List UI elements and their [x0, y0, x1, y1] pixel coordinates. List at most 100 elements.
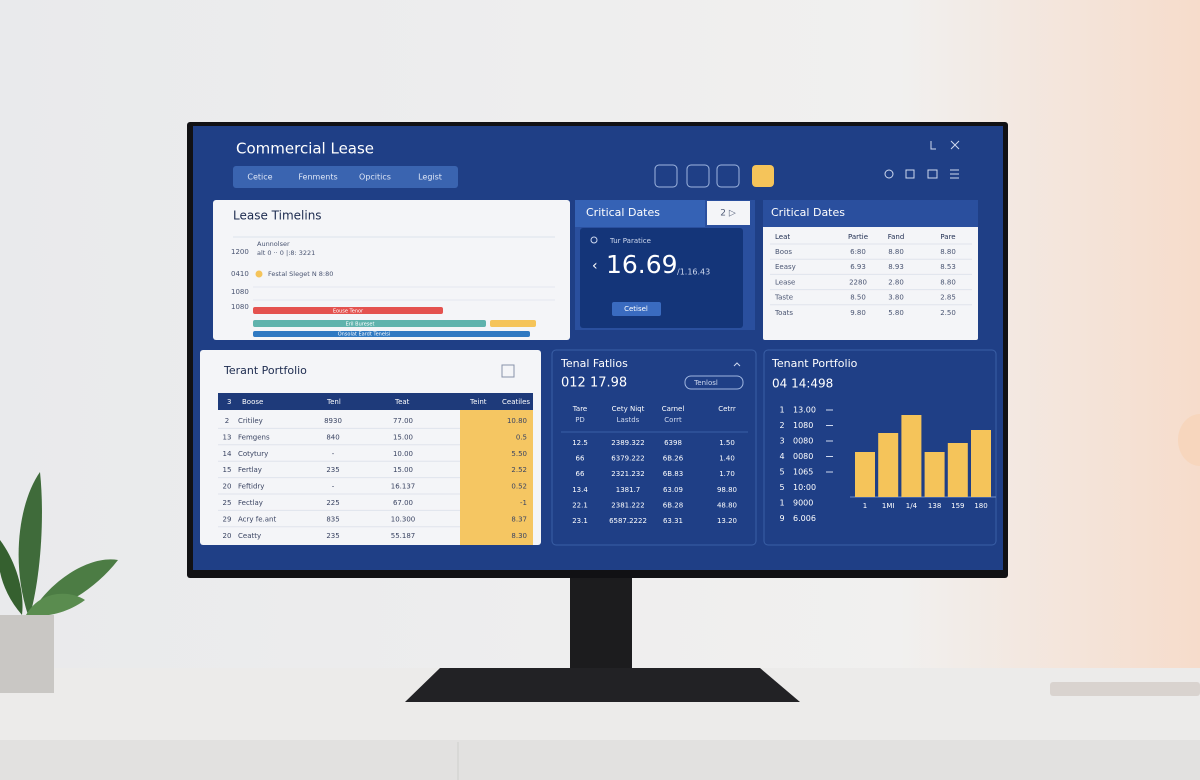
list-index: 1: [779, 499, 784, 508]
table-cell: 5.80: [888, 309, 904, 317]
table-cell: 2.52: [511, 466, 527, 474]
list-value: 0080: [793, 437, 813, 446]
note: alt 0 ·· 0 |:8: 3221: [257, 249, 315, 257]
column-header: Teat: [394, 398, 410, 406]
table-cell: 6379.222: [611, 455, 644, 463]
tool-button[interactable]: [654, 164, 678, 188]
column-header: Tenl: [326, 398, 341, 406]
caption: Tur Paratice: [609, 237, 651, 245]
tool-button[interactable]: [686, 164, 710, 188]
table-cell: -: [332, 483, 335, 491]
table-cell: 225: [326, 499, 339, 507]
lock-icon[interactable]: [905, 169, 915, 179]
close-icon[interactable]: [950, 140, 960, 150]
table-cell: 2389.322: [611, 439, 644, 447]
pill[interactable]: [684, 375, 744, 390]
pill-label: Tenlosl: [693, 379, 718, 387]
tab[interactable]: Cetice: [247, 173, 272, 182]
table-cell: -: [332, 450, 335, 458]
table-cell: Fertlay: [238, 466, 262, 474]
table-cell: 13: [223, 433, 232, 441]
table-cell: 20: [223, 532, 232, 540]
badge[interactable]: [707, 201, 750, 225]
bar: [855, 452, 875, 497]
table-cell: 2280: [849, 278, 867, 286]
table-cell: 3.80: [888, 294, 904, 302]
table-cell: 15.00: [393, 433, 413, 441]
table-cell: 13.4: [572, 486, 588, 494]
table-cell: Ceatty: [238, 532, 261, 540]
note: Aunnolser: [257, 240, 290, 248]
column-header: Cetrr: [718, 405, 736, 413]
table-cell: 6B.28: [663, 501, 683, 509]
lease-timeline-panel: [213, 200, 570, 340]
big-value: 16.69: [606, 250, 678, 279]
search-icon[interactable]: [884, 169, 894, 179]
bar: [878, 433, 899, 497]
panel-title: Tenal Fatlios: [560, 357, 628, 370]
table-cell: 8.80: [940, 278, 956, 286]
x-tick-label: 138: [928, 502, 941, 510]
minimize-icon[interactable]: [930, 141, 936, 150]
x-tick-label: 1MI: [882, 502, 895, 510]
menu-icon[interactable]: [950, 169, 959, 179]
table-cell: 6:80: [850, 248, 866, 256]
table-cell: 2321.232: [611, 470, 644, 478]
table-cell: 23.1: [572, 517, 588, 525]
table-cell: 98.80: [717, 486, 737, 494]
button[interactable]: [612, 302, 661, 316]
column-header: Partie: [848, 233, 868, 241]
tool-button[interactable]: [752, 165, 774, 187]
table-cell: 840: [326, 433, 339, 441]
column-header: Cety Niqt: [612, 405, 645, 413]
collapse-icon[interactable]: [733, 362, 741, 367]
table-cell: 16.137: [391, 483, 416, 491]
tab[interactable]: Fenments: [298, 173, 337, 182]
table-cell: 63.09: [663, 486, 683, 494]
table-cell: 48.80: [717, 501, 737, 509]
bar-label: Onsolat Eardt Tenelsi: [338, 332, 391, 338]
table-cell: 835: [326, 515, 339, 523]
table-cell: 2.85: [940, 294, 956, 302]
table-cell: 55.187: [391, 532, 416, 540]
list-index: 9: [779, 514, 784, 523]
tenant-fatlios-panel: [551, 349, 757, 546]
list-index: 1: [779, 406, 784, 415]
timeline-bar: [253, 320, 486, 327]
lamp: [1178, 414, 1200, 466]
panel-subtitle: 012 17.98: [561, 376, 627, 391]
chart-title: Tenant Portfolio: [771, 357, 858, 370]
table-cell: 6398: [664, 439, 682, 447]
tab[interactable]: Opcitics: [359, 173, 391, 182]
table-cell: Boos: [775, 248, 792, 256]
tool-button[interactable]: [716, 164, 740, 188]
tab[interactable]: Legist: [418, 173, 442, 182]
panel-title: Critical Dates: [771, 206, 845, 219]
table-cell: 1381.7: [616, 486, 641, 494]
table-cell: Fectlay: [238, 499, 263, 507]
card-header: [575, 200, 705, 227]
list-value: 9000: [793, 499, 813, 508]
table-cell: Femgens: [238, 433, 270, 441]
table-cell: 5.50: [511, 450, 527, 458]
prev-arrow[interactable]: ‹: [592, 258, 598, 274]
bar: [924, 452, 945, 497]
table-cell: Taste: [774, 294, 793, 302]
x-tick-label: 1/4: [906, 502, 918, 510]
table-cell: 8.53: [940, 263, 956, 271]
bar-label: Eril Bureset: [346, 322, 375, 328]
note: Festal Sleget N 8:80: [268, 270, 333, 278]
grid-icon[interactable]: [927, 169, 938, 179]
toolbar: [654, 140, 960, 188]
timeline-bar: [253, 307, 443, 314]
table-cell: Lease: [775, 278, 795, 286]
x-tick-label: 159: [951, 502, 964, 510]
list-index: 3: [779, 437, 784, 446]
list-value: 0080: [793, 452, 813, 461]
column-header: Leat: [775, 233, 790, 241]
table-cell: 6B.26: [663, 455, 684, 463]
column-header: Carnel: [662, 405, 685, 413]
export-icon[interactable]: [501, 364, 515, 378]
bar-label: Eouse Tenor: [333, 309, 364, 315]
table-cell: 63.31: [663, 517, 683, 525]
